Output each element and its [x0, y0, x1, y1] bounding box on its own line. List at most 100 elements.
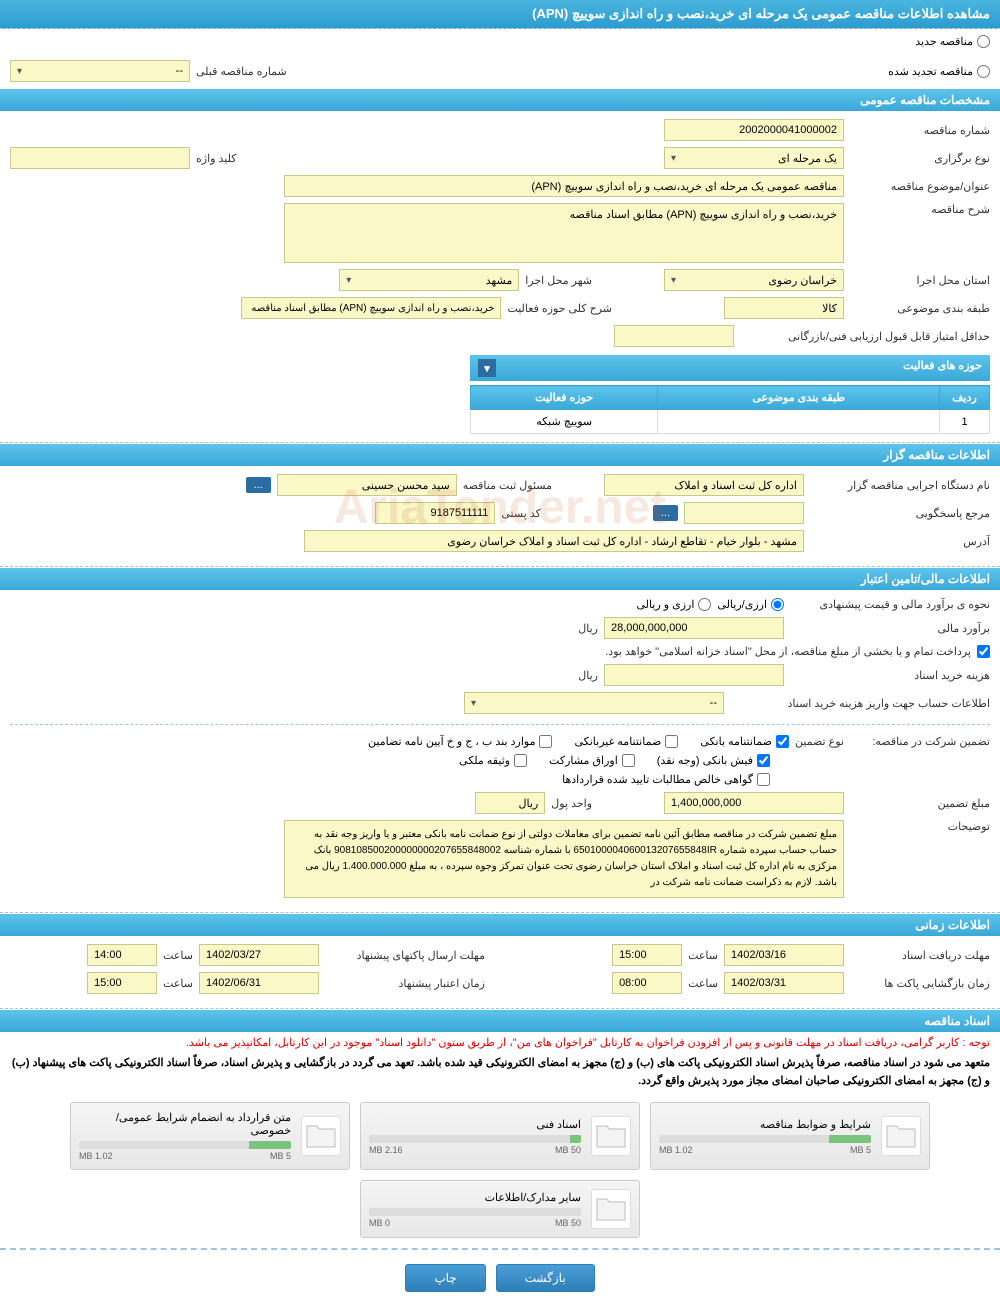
rial-label: ریال	[578, 622, 598, 635]
min-score-label: حداقل امتیاز قابل قبول ارزیابی فنی/بازرگ…	[740, 330, 990, 343]
description-field: خرید،نصب و راه اندازی سوییچ (APN) مطابق …	[284, 203, 844, 263]
folder-icon	[591, 1116, 631, 1156]
back-button[interactable]: بازگشت	[496, 1264, 595, 1292]
account-info-select[interactable]: -- ▾	[464, 692, 724, 714]
chevron-down-icon: ▾	[346, 275, 351, 286]
guarantee-amount-field: 1,400,000,000	[664, 792, 844, 814]
responsible-field: سید محسن حسینی	[277, 474, 457, 496]
section-organizer-header: اطلاعات مناقصه گزار	[0, 443, 1000, 466]
estimate-label: برآورد مالی	[790, 622, 990, 635]
org-field: اداره کل ثبت اسناد و املاک	[604, 474, 804, 496]
section-general-body: شماره مناقصه 2002000041000002 نوع برگزار…	[0, 111, 1000, 443]
chevron-down-icon: ▾	[671, 275, 676, 286]
currency-both-label: ارزی و ریالی	[636, 598, 694, 611]
category-field: کالا	[724, 297, 844, 319]
doc-receive-label: مهلت دریافت اسناد	[850, 949, 990, 962]
notes-field: مبلغ تضمین شرکت در مناقصه مطابق آئین نام…	[284, 820, 844, 898]
holding-type-select[interactable]: یک مرحله ای ▾	[664, 147, 844, 169]
cell-row: 1	[940, 410, 990, 434]
guarantee-amount-label: مبلغ تضمین	[850, 797, 990, 810]
time-label-1: ساعت	[688, 949, 718, 962]
g-property-check[interactable]: وثیقه ملکی	[459, 754, 527, 767]
activities-table: ردیف طبقه بندی موضوعی حوزه فعالیت 1 سویی…	[470, 385, 990, 434]
radio-renewed-tender[interactable]: مناقصه تجدید شده	[888, 65, 990, 78]
g-securities-check[interactable]: اوراق مشارکت	[549, 754, 635, 767]
radio-new-tender[interactable]: مناقصه جدید	[915, 35, 990, 48]
contact-field[interactable]	[684, 502, 804, 524]
city-label: شهر محل اجرا	[525, 274, 592, 287]
page-title: مشاهده اطلاعات مناقصه عمومی یک مرحله ای …	[0, 0, 1000, 29]
doc-card-0[interactable]: شرایط و ضوابط مناقصه 5 MB1.02 MB	[650, 1102, 930, 1170]
tender-renewed-row: مناقصه تجدید شده شماره مناقصه قبلی -- ▾	[0, 54, 1000, 88]
doc-cost-field[interactable]	[604, 664, 784, 686]
cell-category	[658, 410, 940, 434]
prev-number-select[interactable]: -- ▾	[10, 60, 190, 82]
contact-more-button[interactable]: ...	[653, 505, 678, 521]
payment-note-checkbox[interactable]	[977, 645, 990, 658]
currency-rial-radio[interactable]: ارزی/ریالی	[717, 598, 784, 611]
g-receivables-check[interactable]: گواهی خالص مطالبات تایید شده قراردادها	[562, 773, 770, 786]
currency-both-radio[interactable]: ارزی و ریالی	[636, 598, 711, 611]
print-button[interactable]: چاپ	[405, 1264, 485, 1292]
cell-activity: سوییچ شبکه	[471, 410, 658, 434]
keyword-field[interactable]	[10, 147, 190, 169]
validity-time: 15:00	[87, 972, 157, 994]
currency-rial-input[interactable]	[771, 598, 784, 611]
open-label: زمان بازگشایی پاکت ها	[850, 977, 990, 990]
g-cash-check[interactable]: فیش بانکی (وجه نقد)	[657, 754, 770, 767]
city-value: مشهد	[486, 274, 513, 287]
proposal-send-date: 1402/03/27	[199, 944, 319, 966]
col-row: ردیف	[940, 386, 990, 410]
proposal-send-time: 14:00	[87, 944, 157, 966]
doc-card-3[interactable]: سایر مدارک/اطلاعات 50 MB0 MB	[360, 1180, 640, 1238]
doc-title-0: شرایط و ضوابط مناقصه	[659, 1118, 871, 1131]
section-financial-body: نحوه ی برآورد مالی و قیمت پیشنهادی ارزی/…	[0, 590, 1000, 913]
activities-table-title-row: حوزه های فعالیت ▾	[470, 355, 990, 381]
section-general-header: مشخصات مناقصه عمومی	[0, 88, 1000, 111]
subject-label: عنوان/موضوع مناقصه	[850, 180, 990, 193]
folder-icon	[881, 1116, 921, 1156]
section-timing-header: اطلاعات زمانی	[0, 913, 1000, 936]
section-timing-body: مهلت دریافت اسناد 1402/03/16 ساعت 15:00 …	[0, 936, 1000, 1009]
folder-icon	[591, 1189, 631, 1229]
chevron-down-icon: ▾	[17, 66, 22, 77]
radio-new-input[interactable]	[977, 35, 990, 48]
postal-field: 9187511111	[375, 502, 495, 524]
city-select[interactable]: مشهد ▾	[339, 269, 519, 291]
col-activity: حوزه فعالیت	[471, 386, 658, 410]
doc-card-1[interactable]: اسناد فنی 50 MB2.16 MB	[360, 1102, 640, 1170]
folder-icon	[301, 1116, 341, 1156]
guarantee-type-label: نوع تضمین	[795, 735, 844, 748]
warning-red-text: توجه : کاربر گرامی، دریافت اسناد در مهلت…	[0, 1032, 1000, 1053]
doc-receive-time: 15:00	[612, 944, 682, 966]
radio-renewed-input[interactable]	[977, 65, 990, 78]
address-field: مشهد - بلوار خیام - تقاطع ارشاد - اداره …	[304, 530, 804, 552]
category-label: طبقه بندی موضوعی	[850, 302, 990, 315]
g-bonds-check[interactable]: موارد بند ب ، ج و خ آیین نامه تضامین	[368, 735, 552, 748]
province-select[interactable]: خراسان رضوی ▾	[664, 269, 844, 291]
g-nonbank-check[interactable]: ضمانتنامه غیربانکی	[574, 735, 678, 748]
open-time: 08:00	[612, 972, 682, 994]
min-score-field[interactable]	[614, 325, 734, 347]
province-label: استان محل اجرا	[850, 274, 990, 287]
doc-title-2: متن قرارداد به انضمام شرایط عمومی/خصوصی	[79, 1111, 291, 1137]
currency-rial-label: ارزی/ریالی	[717, 598, 767, 611]
activities-table-title: حوزه های فعالیت	[903, 359, 982, 377]
time-label-2: ساعت	[688, 977, 718, 990]
notes-label: توضیحات	[850, 820, 990, 833]
description-label: شرح مناقصه	[850, 203, 990, 216]
contact-label: مرجع پاسخگویی	[810, 507, 990, 520]
more-button[interactable]: ...	[246, 477, 271, 493]
doc-card-2[interactable]: متن قرارداد به انضمام شرایط عمومی/خصوصی …	[70, 1102, 350, 1170]
time-label-3: ساعت	[163, 949, 193, 962]
estimate-method-label: نحوه ی برآورد مالی و قیمت پیشنهادی	[790, 598, 990, 611]
rial-label-2: ریال	[578, 669, 598, 682]
section-documents-header: اسناد مناقصه	[0, 1009, 1000, 1032]
g-bank-check[interactable]: ضمانتنامه بانکی	[700, 735, 789, 748]
prev-number-value: --	[176, 65, 183, 77]
currency-both-input[interactable]	[698, 598, 711, 611]
account-info-value: --	[710, 697, 717, 709]
expand-icon[interactable]: ▾	[478, 359, 496, 377]
footer-buttons: بازگشت چاپ	[0, 1248, 1000, 1306]
chevron-down-icon: ▾	[671, 153, 676, 164]
